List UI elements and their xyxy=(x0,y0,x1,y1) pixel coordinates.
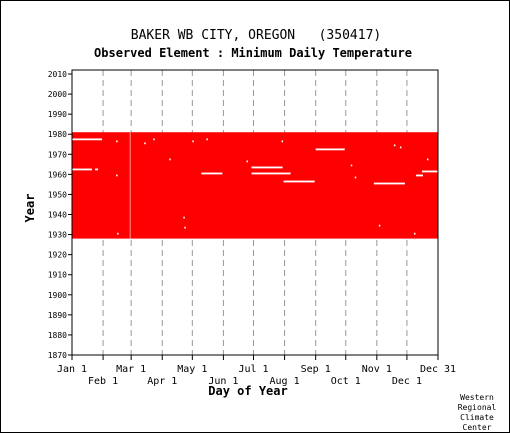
missing-data-mark xyxy=(116,174,118,177)
data-coverage-block xyxy=(72,132,438,239)
missing-data-mark xyxy=(144,142,146,145)
x-tick-label: Dec 31 xyxy=(420,364,456,375)
missing-data-layer xyxy=(72,138,440,235)
y-axis-label: Year xyxy=(23,194,37,223)
chart-title: BAKER WB CITY, OREGON (350417) xyxy=(131,28,381,43)
missing-data-mark xyxy=(399,146,402,149)
missing-data-mark xyxy=(415,174,423,177)
missing-data-mark xyxy=(72,138,103,141)
x-tick-label: Jan 1 xyxy=(57,364,87,375)
missing-data-mark xyxy=(201,172,223,175)
missing-data-mark xyxy=(281,140,284,143)
y-tick-label: 1950 xyxy=(48,190,67,199)
missing-data-mark xyxy=(413,232,416,235)
y-axis: 1870 1880 1890 1900 1910 1920 1930 1940 1950 1960… xyxy=(48,70,72,360)
x-tick-label: Mar 1 xyxy=(116,364,146,375)
y-tick-label: 1920 xyxy=(48,251,67,260)
missing-data-mark xyxy=(117,232,119,235)
plot-border xyxy=(71,69,439,356)
x-axis: Jan 1 Mar 1 May 1 Jul 1 Sep 1 Nov 1 Dec 31 Feb … xyxy=(57,355,456,387)
missing-data-mark xyxy=(169,158,171,161)
y-tick-label: 1940 xyxy=(48,211,67,220)
missing-data-mark xyxy=(183,216,185,219)
x-tick-label: Feb 1 xyxy=(88,376,118,387)
x-tick-label: Dec 1 xyxy=(392,376,422,387)
missing-data-mark xyxy=(206,138,208,141)
y-tick-label: 1910 xyxy=(48,271,67,280)
missing-data-mark xyxy=(153,138,155,141)
x-tick-label: Aug 1 xyxy=(270,376,300,387)
chart-subtitle: Observed Element : Minimum Daily Tempera… xyxy=(94,46,412,60)
x-tick-label: May 1 xyxy=(177,364,207,375)
credit-text: Western Regional Climate Center xyxy=(458,393,497,432)
credit-line: Climate xyxy=(460,413,494,422)
credit-line: Center xyxy=(463,423,492,432)
missing-data-mark xyxy=(251,166,283,169)
data-layer xyxy=(72,132,438,239)
missing-data-mark xyxy=(116,140,118,143)
x-tick-label: Apr 1 xyxy=(147,376,177,387)
missing-data-mark xyxy=(393,144,396,147)
missing-data-mark xyxy=(192,140,194,143)
missing-data-mark xyxy=(184,226,186,229)
y-tick-label: 2010 xyxy=(48,70,67,79)
missing-data-mark xyxy=(421,170,440,173)
missing-data-mark xyxy=(246,160,248,163)
y-tick-label: 1880 xyxy=(48,331,67,340)
missing-data-mark xyxy=(373,182,405,185)
missing-data-mark xyxy=(354,176,357,179)
x-tick-label: Jul 1 xyxy=(238,364,268,375)
missing-data-mark xyxy=(426,158,429,161)
y-tick-label: 2000 xyxy=(48,90,67,99)
x-axis-label: Day of Year xyxy=(208,384,287,398)
missing-data-mark xyxy=(378,224,381,227)
missing-data-mark xyxy=(72,168,93,171)
x-tick-label: Jun 1 xyxy=(208,376,238,387)
y-tick-label: 1990 xyxy=(48,110,67,119)
x-tick-label: Nov 1 xyxy=(362,364,392,375)
y-tick-label: 1980 xyxy=(48,130,67,139)
x-tick-label: Oct 1 xyxy=(331,376,361,387)
y-tick-label: 1900 xyxy=(48,291,67,300)
missing-data-mark xyxy=(315,148,345,151)
y-tick-label: 1870 xyxy=(48,351,67,360)
missing-data-mark xyxy=(251,172,291,175)
missing-data-mark xyxy=(350,164,353,167)
credit-line: Regional xyxy=(458,403,497,412)
missing-data-mark xyxy=(283,180,315,183)
y-tick-label: 1930 xyxy=(48,231,67,240)
y-tick-label: 1970 xyxy=(48,150,67,159)
credit-line: Western xyxy=(460,393,494,402)
y-tick-label: 1890 xyxy=(48,311,67,320)
y-tick-label: 1960 xyxy=(48,170,67,179)
x-tick-label: Sep 1 xyxy=(301,364,331,375)
missing-data-mark xyxy=(95,168,99,171)
